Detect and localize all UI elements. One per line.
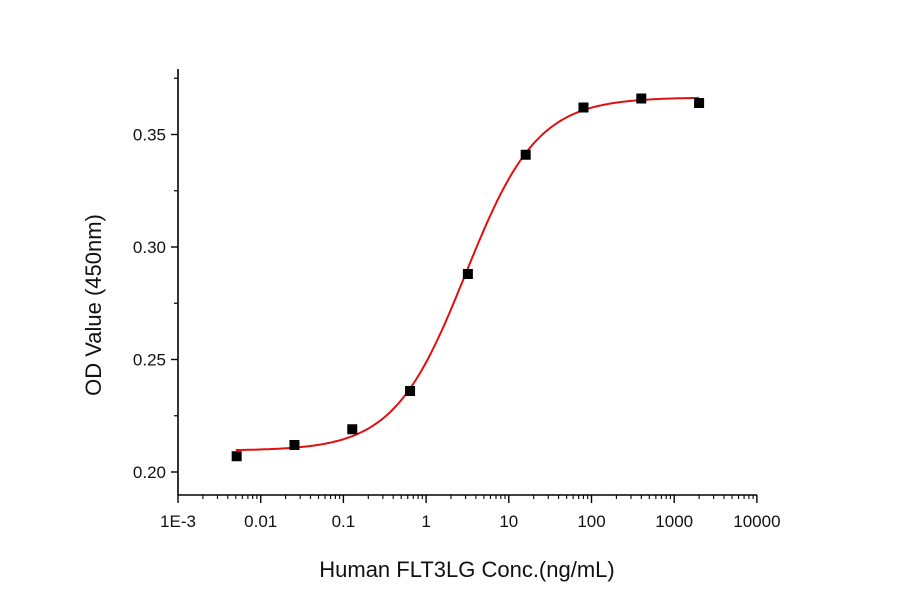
x-tick-label: 1000 <box>655 512 693 531</box>
x-tick-label: 1 <box>421 512 430 531</box>
data-point <box>289 440 300 450</box>
x-tick-label: 100 <box>577 512 605 531</box>
data-point <box>578 102 589 113</box>
data-point <box>694 98 705 108</box>
data-point <box>520 149 531 160</box>
data-points <box>231 93 705 462</box>
x-tick-label: 10 <box>499 512 518 531</box>
data-point <box>231 451 242 462</box>
x-axis-title: Human FLT3LG Conc.(ng/mL) <box>319 557 614 582</box>
x-tick-label: 1E-3 <box>160 512 196 531</box>
y-axis-title: OD Value (450nm) <box>81 214 106 396</box>
x-tick-label: 0.1 <box>332 512 356 531</box>
y-tick-label: 0.30 <box>133 238 166 257</box>
x-tick-label: 10000 <box>733 512 780 531</box>
data-point <box>347 424 358 435</box>
x-tick-label: 0.01 <box>244 512 277 531</box>
data-point <box>462 269 473 279</box>
data-point <box>636 93 647 104</box>
axes: 0.20 0.25 0.30 0.35 1E-3 0.01 0.1 1 10 100 1000 100… <box>133 69 781 531</box>
data-point <box>405 386 416 396</box>
y-tick-label: 0.35 <box>133 126 166 145</box>
y-tick-label: 0.25 <box>133 351 166 370</box>
y-tick-label: 0.20 <box>133 463 166 482</box>
